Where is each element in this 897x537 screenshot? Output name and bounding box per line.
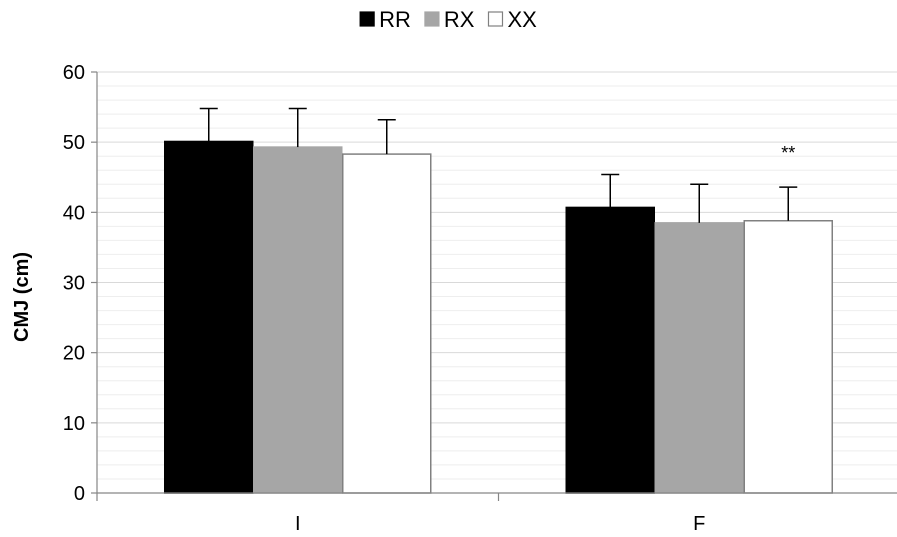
x-tick-label-f: F bbox=[693, 513, 705, 535]
bars bbox=[164, 140, 833, 494]
significance-annotation: ** bbox=[781, 143, 795, 163]
y-tick-label: 0 bbox=[74, 483, 85, 505]
annotations: ** bbox=[781, 143, 795, 163]
y-tick-label: 10 bbox=[63, 413, 85, 435]
legend-label-rr: RR bbox=[379, 7, 411, 32]
x-tick-label-i: I bbox=[295, 513, 301, 535]
bar-rr-f bbox=[565, 206, 655, 494]
y-tick-label: 20 bbox=[63, 343, 85, 365]
legend-label-rx: RX bbox=[444, 7, 475, 32]
legend-swatch-xx bbox=[487, 11, 504, 27]
y-axis-title: CMJ (cm) bbox=[11, 252, 33, 342]
y-tick-label: 50 bbox=[63, 132, 85, 154]
bar-rr-i bbox=[164, 140, 254, 494]
y-tick-label: 40 bbox=[63, 202, 85, 224]
legend-swatch-rx bbox=[424, 11, 440, 27]
y-tick-label: 30 bbox=[63, 273, 85, 295]
bar-xx-i bbox=[342, 153, 432, 494]
legend: RR RX XX bbox=[359, 7, 537, 32]
bar-rx-i bbox=[253, 146, 343, 494]
bar-rx-f bbox=[654, 222, 744, 494]
error-bars bbox=[199, 107, 798, 223]
y-tick-label: 60 bbox=[63, 62, 85, 84]
legend-item-rr: RR bbox=[359, 7, 411, 32]
bar-xx-f bbox=[743, 220, 833, 494]
legend-item-rx: RX bbox=[424, 7, 475, 32]
legend-swatch-rr bbox=[359, 11, 375, 27]
axes bbox=[91, 71, 897, 501]
tick-labels: 0 10 20 30 40 50 60 I F bbox=[63, 62, 706, 535]
legend-label-xx: XX bbox=[507, 7, 537, 32]
legend-item-xx: XX bbox=[487, 7, 537, 32]
